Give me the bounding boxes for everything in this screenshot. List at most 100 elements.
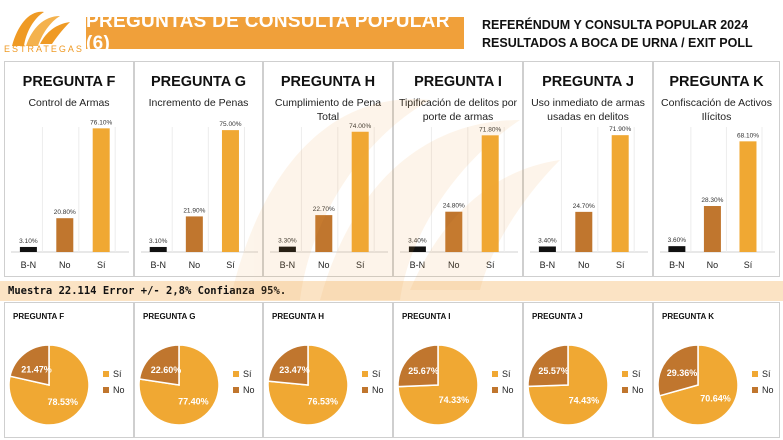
bar-chart-subtitle: Cumplimiento de Pena Total: [274, 97, 382, 123]
sample-note: Muestra 22.114 Error +/- 2,8% Confianza …: [0, 281, 783, 301]
bar-sí: [481, 135, 499, 252]
bar-b-n: [19, 246, 37, 252]
legend-label-no: No: [113, 385, 125, 395]
tick-label: B-N: [410, 260, 426, 270]
bar-charts-row: PREGUNTA F Control de Armas 3.10% B-N 20.80%…: [0, 61, 783, 279]
bar-chart-panel: PREGUNTA I Tipificación de delitos por po…: [393, 61, 523, 277]
pie-chart: 22.60% 77.40% Sí No: [138, 344, 255, 426]
data-label: 3.30%: [278, 238, 297, 245]
bar-chart: 3.40% B-N 24.80% No 71.80% Sí: [400, 126, 518, 270]
data-label: 71.90%: [609, 126, 631, 133]
tick-label: No: [707, 260, 719, 270]
pie-label-no: 25.57%: [538, 366, 569, 376]
bar-b-n: [538, 246, 556, 252]
pie-chart-title: PREGUNTA G: [143, 312, 196, 321]
legend-swatch-si: [492, 371, 498, 377]
bar-chart-title: PREGUNTA G: [150, 74, 247, 90]
bar-chart: 3.60% B-N 28.30% No 68.10% Sí: [660, 127, 775, 270]
pie-chart-panel: PREGUNTA K 29.36% 70.64% Sí No: [653, 302, 780, 438]
tick-label: No: [189, 260, 201, 270]
data-label: 24.80%: [443, 203, 465, 210]
pie-chart: 21.47% 78.53% Sí No: [8, 344, 125, 426]
legend-swatch-si: [752, 371, 758, 377]
data-label: 22.70%: [313, 206, 335, 213]
data-label: 74.00%: [349, 123, 371, 130]
data-label: 24.70%: [573, 203, 595, 210]
tick-label: No: [448, 260, 460, 270]
tick-label: B-N: [669, 260, 685, 270]
data-label: 3.40%: [408, 237, 427, 244]
legend-swatch-si: [103, 371, 109, 377]
bar-chart-title: PREGUNTA I: [414, 74, 502, 90]
legend-label-no: No: [502, 385, 514, 395]
bar-chart-subtitle: Confiscación de Activos Ilícitos: [661, 97, 772, 123]
legend-swatch-no: [362, 387, 368, 393]
legend-label-no: No: [372, 385, 384, 395]
bar-sí: [739, 141, 757, 252]
pie-label-no: 25.67%: [408, 366, 439, 376]
legend-swatch-no: [103, 387, 109, 393]
tick-label: No: [578, 260, 590, 270]
pie-label-no: 21.47%: [21, 364, 52, 374]
legend-label-si: Sí: [243, 369, 252, 379]
bar-chart-subtitle: Uso inmediato de armas usadas en delitos: [531, 97, 645, 123]
pie-chart-title: PREGUNTA J: [532, 312, 583, 321]
bar-sí: [221, 130, 239, 252]
bar-chart-panel: PREGUNTA K Confiscación de Activos Ilícit…: [653, 61, 780, 277]
legend-label-si: Sí: [762, 369, 771, 379]
tick-label: Sí: [486, 260, 495, 270]
bar-no: [56, 218, 74, 252]
logo-text: ESTRATEGAS: [4, 44, 84, 54]
legend-swatch-si: [622, 371, 628, 377]
page-title: PREGUNTAS DE CONSULTA POPULAR (6): [86, 11, 464, 54]
legend-label-no: No: [632, 385, 644, 395]
bar-sí: [611, 135, 629, 252]
legend-label-si: Sí: [632, 369, 641, 379]
bar-chart-title: PREGUNTA K: [669, 74, 764, 90]
bar-chart-title: PREGUNTA J: [542, 74, 634, 90]
legend-swatch-no: [492, 387, 498, 393]
bar-chart: 3.10% B-N 21.90% No 75.00% Sí: [141, 121, 258, 270]
bar-b-n: [278, 246, 296, 252]
pie-chart-title: PREGUNTA K: [662, 312, 714, 321]
pie-slice-no: [527, 344, 569, 388]
legend-swatch-no: [622, 387, 628, 393]
bar-chart-subtitle: Incremento de Penas: [148, 97, 249, 109]
pie-label-no: 23.47%: [279, 365, 310, 375]
pie-chart: 23.47% 76.53% Sí No: [267, 344, 384, 426]
data-label: 20.80%: [54, 209, 76, 216]
tick-label: No: [318, 260, 330, 270]
legend-label-si: Sí: [113, 369, 122, 379]
tick-label: Sí: [356, 260, 365, 270]
bar-chart-subtitle: Tipificación de delitos por porte de arm…: [398, 97, 518, 123]
pie-slice-no: [138, 344, 180, 386]
data-label: 71.80%: [479, 126, 501, 133]
header-right-line2: RESULTADOS A BOCA DE URNA / EXIT POLL: [482, 36, 753, 50]
bar-chart-panel: PREGUNTA F Control de Armas 3.10% B-N 20.80%…: [4, 61, 134, 277]
pie-slice-no: [657, 344, 699, 397]
tick-label: B-N: [21, 260, 37, 270]
tick-label: Sí: [226, 260, 235, 270]
data-label: 3.10%: [19, 238, 38, 245]
legend-swatch-no: [752, 387, 758, 393]
bar-chart-subtitle: Control de Armas: [28, 97, 110, 109]
pie-slice-no: [267, 344, 309, 386]
bar-sí: [92, 128, 110, 252]
legend-swatch-si: [362, 371, 368, 377]
bar-b-n: [149, 246, 167, 252]
data-label: 75.00%: [219, 121, 241, 128]
header-right: REFERÉNDUM Y CONSULTA POPULAR 2024 RESUL…: [482, 16, 753, 52]
pie-chart: 29.36% 70.64% Sí No: [657, 344, 774, 426]
pie-label-si: 78.53%: [47, 397, 78, 407]
tick-label: B-N: [150, 260, 166, 270]
legend-label-no: No: [243, 385, 255, 395]
tick-label: Sí: [616, 260, 625, 270]
bar-chart: 3.10% B-N 20.80% No 76.10% Sí: [11, 119, 129, 270]
data-label: 3.10%: [149, 238, 168, 245]
data-label: 76.10%: [90, 119, 112, 126]
tick-label: B-N: [540, 260, 556, 270]
legend-swatch-no: [233, 387, 239, 393]
bar-no: [575, 211, 593, 252]
bar-no: [315, 215, 333, 252]
data-label: 21.90%: [183, 207, 205, 214]
